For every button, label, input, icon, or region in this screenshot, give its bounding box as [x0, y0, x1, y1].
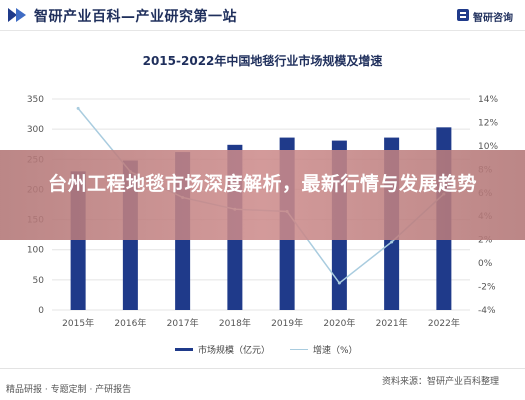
legend-swatch-bar [175, 348, 193, 351]
y-left-tick-label: 0 [38, 306, 44, 316]
y-right-tick-label: -4% [478, 306, 496, 316]
y-right-tick-label: 12% [478, 118, 498, 128]
y-left-tick-label: 50 [33, 276, 45, 286]
y-right-tick-label: 2% [478, 236, 493, 246]
x-tick-label: 2015年 [62, 317, 94, 329]
site-title: 智研产业百科—产业研究第一站 [34, 9, 237, 25]
footer-tagline: 精品研报 · 专题定制 · 产研报告 [6, 385, 132, 395]
chart-title: 2015-2022年中国地毯行业市场规模及增速 [142, 54, 383, 68]
x-tick-label: 2021年 [376, 317, 408, 329]
line-point [76, 106, 80, 110]
x-tick-label: 2016年 [114, 317, 146, 329]
brand-name: 智研咨询 [473, 13, 513, 24]
legend-swatch-line [290, 349, 308, 350]
legend-item-line: 增速（%） [290, 343, 358, 356]
headline-banner [0, 150, 525, 240]
legend-label-line: 增速（%） [313, 346, 358, 356]
y-right-tick-label: 14% [478, 95, 498, 105]
x-tick-label: 2017年 [167, 317, 199, 329]
brand-logo-icon [457, 9, 469, 21]
y-left-tick-label: 100 [27, 246, 44, 256]
x-tick-label: 2020年 [323, 317, 355, 329]
y-left-tick-label: 300 [27, 125, 44, 135]
x-tick-label: 2018年 [219, 317, 251, 329]
y-right-tick-label: 10% [478, 142, 498, 152]
footer-divider [0, 368, 525, 369]
footer-source: 资料来源：智研产业百科整理 [382, 377, 500, 387]
site-logo-icon [8, 8, 26, 22]
headline-text: 台州工程地毯市场深度解析，最新行情与发展趋势 [47, 173, 477, 195]
legend-item-bar: 市场规模（亿元） [175, 343, 270, 356]
line-point [390, 240, 394, 244]
y-right-tick-label: 0% [478, 259, 493, 269]
y-left-tick-label: 350 [27, 95, 44, 105]
line-point [337, 281, 341, 285]
site-header: 智研产业百科—产业研究第一站 智研咨询 [0, 0, 525, 31]
chart-legend: 市场规模（亿元） 增速（%） [0, 343, 525, 357]
legend-label-bar: 市场规模（亿元） [198, 346, 271, 356]
x-tick-label: 2019年 [271, 317, 303, 329]
y-right-tick-label: -2% [478, 283, 496, 293]
x-tick-label: 2022年 [428, 317, 460, 329]
